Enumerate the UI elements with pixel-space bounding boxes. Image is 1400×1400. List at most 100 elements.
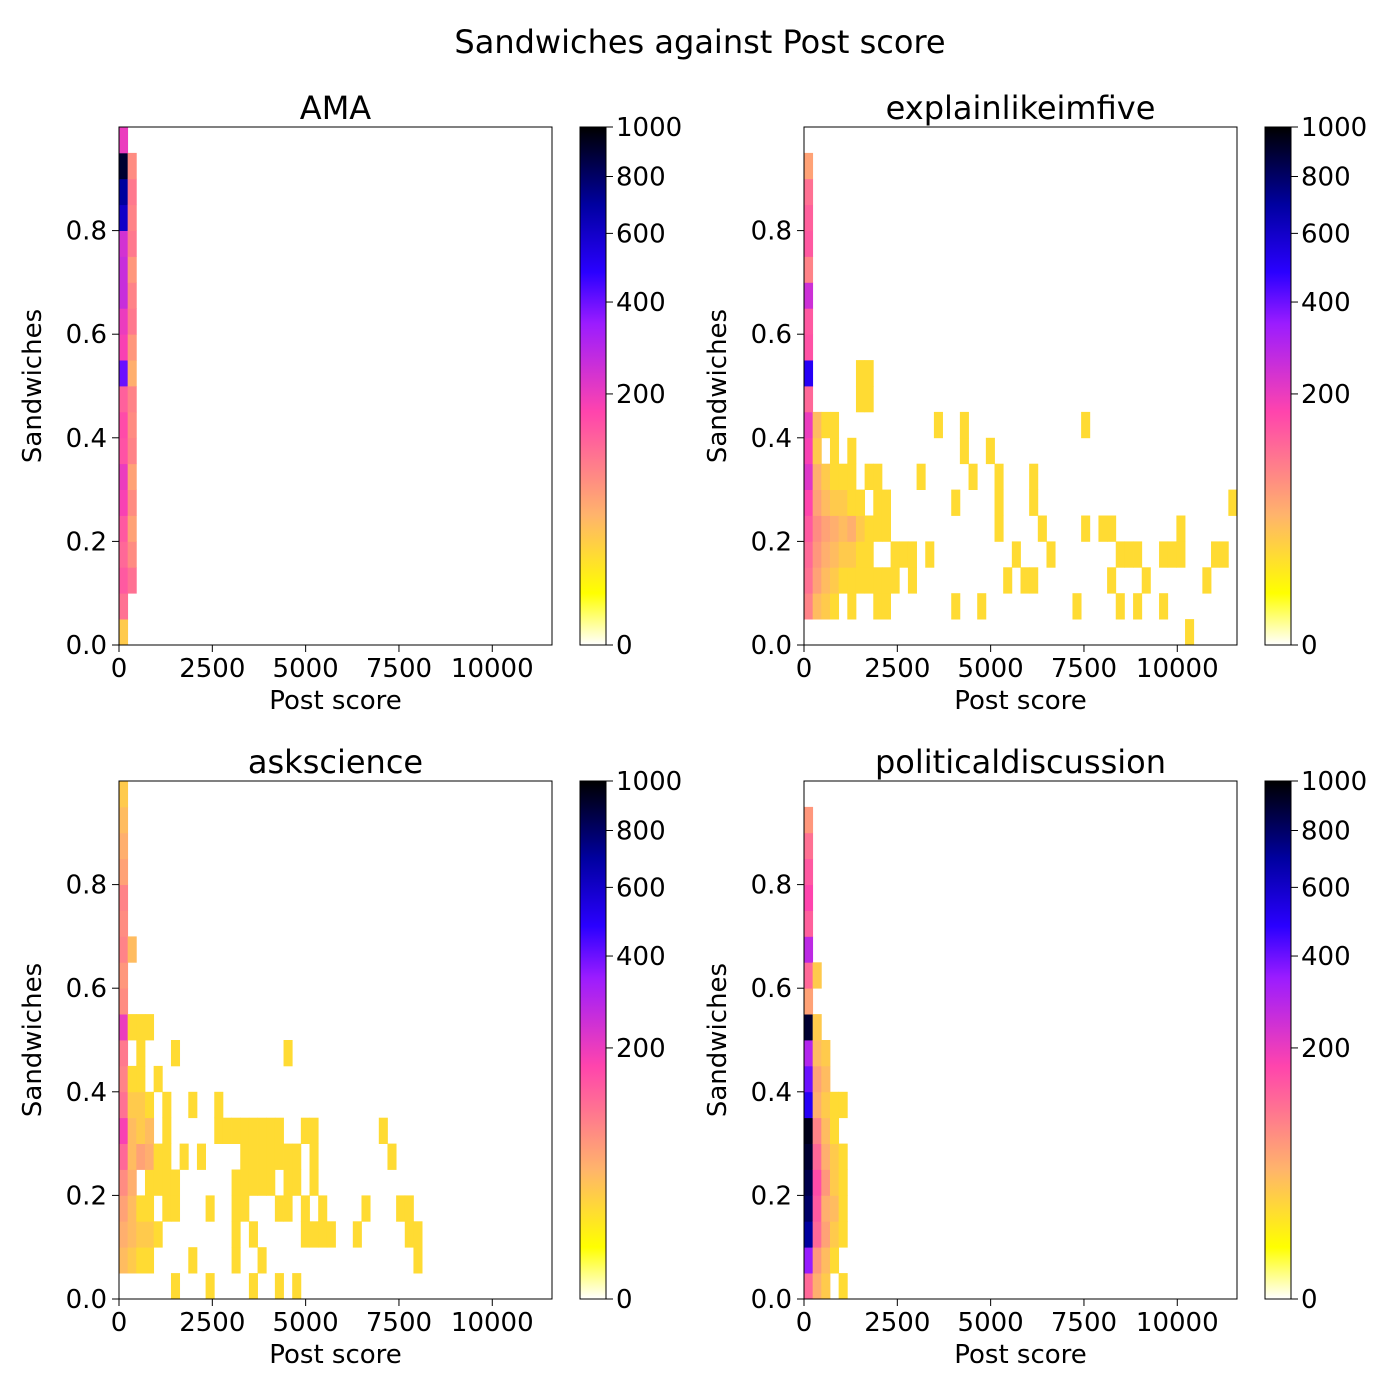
- heatmap-cell: [829, 1221, 840, 1248]
- y-tick-label: 0.2: [751, 527, 792, 557]
- heatmap-cell: [119, 334, 129, 361]
- heatmap-cell: [1029, 567, 1039, 594]
- heatmap-cell: [240, 1169, 250, 1196]
- heatmap-cell: [838, 1091, 848, 1119]
- heatmap-cell: [283, 1143, 293, 1170]
- heatmap-cell: [804, 515, 814, 542]
- heatmap-cell: [812, 437, 822, 465]
- colorbar-tick-label: 1000: [616, 767, 682, 797]
- panel-title: askscience: [248, 743, 423, 781]
- heatmap-cell: [804, 988, 814, 1015]
- y-tick-label: 0.8: [66, 871, 107, 901]
- heatmap-cell: [127, 1014, 137, 1041]
- heatmap-cell: [292, 1273, 302, 1300]
- y-tick-label: 0.2: [751, 1181, 792, 1211]
- colorbar-tick-label: 400: [616, 288, 666, 318]
- colorbar-tick-label: 600: [1301, 873, 1351, 903]
- y-tick-label: 0.6: [66, 974, 107, 1004]
- heatmap-cell: [812, 541, 822, 568]
- x-tick-label: 0: [111, 1308, 128, 1338]
- x-tick-label: 5000: [958, 654, 1024, 684]
- heatmap-cell: [222, 1117, 232, 1144]
- heatmap-cell: [821, 1091, 831, 1119]
- heatmap-cell: [127, 567, 137, 594]
- heatmap-cell: [812, 593, 822, 620]
- heatmap-cell: [248, 1273, 258, 1300]
- heatmap-cell: [248, 1143, 258, 1170]
- heatmap-cell: [127, 152, 137, 180]
- x-tick-label: 5000: [273, 1308, 339, 1338]
- heatmap-cell: [1141, 567, 1151, 594]
- heatmap-cell: [119, 884, 129, 911]
- heatmap-cell: [804, 204, 814, 231]
- heatmap-cell: [144, 1169, 155, 1196]
- heatmap-cell: [864, 567, 874, 594]
- heatmap-cell: [136, 1091, 146, 1119]
- y-axis-label: Sandwiches: [18, 963, 48, 1117]
- heatmap-cell: [136, 1065, 146, 1093]
- colorbar-tick-label: 800: [1301, 816, 1351, 846]
- heatmap-cell: [318, 1221, 328, 1248]
- heatmap-cell: [804, 360, 814, 387]
- heatmap-cell: [829, 411, 840, 439]
- axes-frame: [803, 126, 1238, 646]
- heatmap-cell: [821, 515, 831, 542]
- heatmap-cell: [119, 308, 129, 335]
- heatmap-cell: [283, 1169, 293, 1196]
- heatmap-cell: [214, 1117, 224, 1144]
- heatmap-cell: [864, 541, 874, 568]
- heatmap-cell: [127, 1117, 137, 1144]
- heatmap-cell: [231, 1221, 241, 1248]
- heatmap-cell: [119, 962, 129, 989]
- heatmap-cell: [804, 832, 814, 860]
- heatmap-cell: [855, 515, 866, 542]
- heatmap-cell: [136, 1014, 146, 1041]
- x-tick-label: 5000: [958, 1308, 1024, 1338]
- heatmap-cell: [162, 1195, 172, 1222]
- heatmap-cell: [985, 437, 995, 465]
- heatmap-cell: [916, 463, 926, 490]
- y-tick-label: 0.6: [751, 320, 792, 350]
- heatmap-cell: [144, 1247, 155, 1274]
- heatmap-cell: [855, 386, 866, 413]
- heatmap-cell: [188, 1247, 198, 1274]
- heatmap-cell: [387, 1143, 397, 1170]
- heatmap-cell: [855, 541, 866, 568]
- heatmap-cell: [136, 1195, 146, 1222]
- heatmap-cell: [119, 593, 129, 620]
- heatmap-cell: [119, 910, 129, 937]
- heatmap-cell: [257, 1169, 267, 1196]
- heatmap-cell: [127, 360, 137, 387]
- heatmap-cell: [300, 1117, 310, 1144]
- x-tick-label: 7500: [366, 1308, 432, 1338]
- heatmap-cell: [119, 463, 129, 490]
- heatmap-cell: [119, 1065, 129, 1093]
- heatmap-cell: [300, 1195, 310, 1222]
- heatmap-cell: [119, 781, 129, 808]
- colorbar-tick-label: 1000: [616, 113, 682, 143]
- heatmap-cell: [812, 1169, 822, 1196]
- heatmap-cell: [119, 1091, 129, 1119]
- y-axis-label: Sandwiches: [703, 309, 733, 463]
- heatmap-cell: [804, 910, 814, 937]
- heatmap-cell: [1185, 619, 1195, 646]
- heatmap-cell: [812, 515, 822, 542]
- y-tick-label: 0.6: [66, 320, 107, 350]
- heatmap-cell: [838, 1221, 848, 1248]
- heatmap-cell: [821, 1065, 831, 1093]
- colorbar-tick-label: 0: [616, 1285, 633, 1315]
- heatmap-cell: [257, 1117, 267, 1144]
- heatmap-cell: [361, 1195, 371, 1222]
- heatmap-cell: [119, 178, 129, 206]
- heatmap-cell: [119, 1143, 129, 1170]
- heatmap-cell: [170, 1273, 181, 1300]
- heatmap-cell: [119, 1040, 129, 1067]
- heatmap-cell: [127, 282, 137, 309]
- heatmap-cell: [804, 152, 814, 180]
- heatmap-cell: [1159, 593, 1169, 620]
- heatmap-cell: [1159, 541, 1169, 568]
- heatmap-cell: [119, 256, 129, 283]
- y-tick-label: 0.0: [66, 631, 107, 661]
- heatmap-cell: [257, 1247, 267, 1274]
- colorbar-tick-label: 0: [1301, 631, 1318, 661]
